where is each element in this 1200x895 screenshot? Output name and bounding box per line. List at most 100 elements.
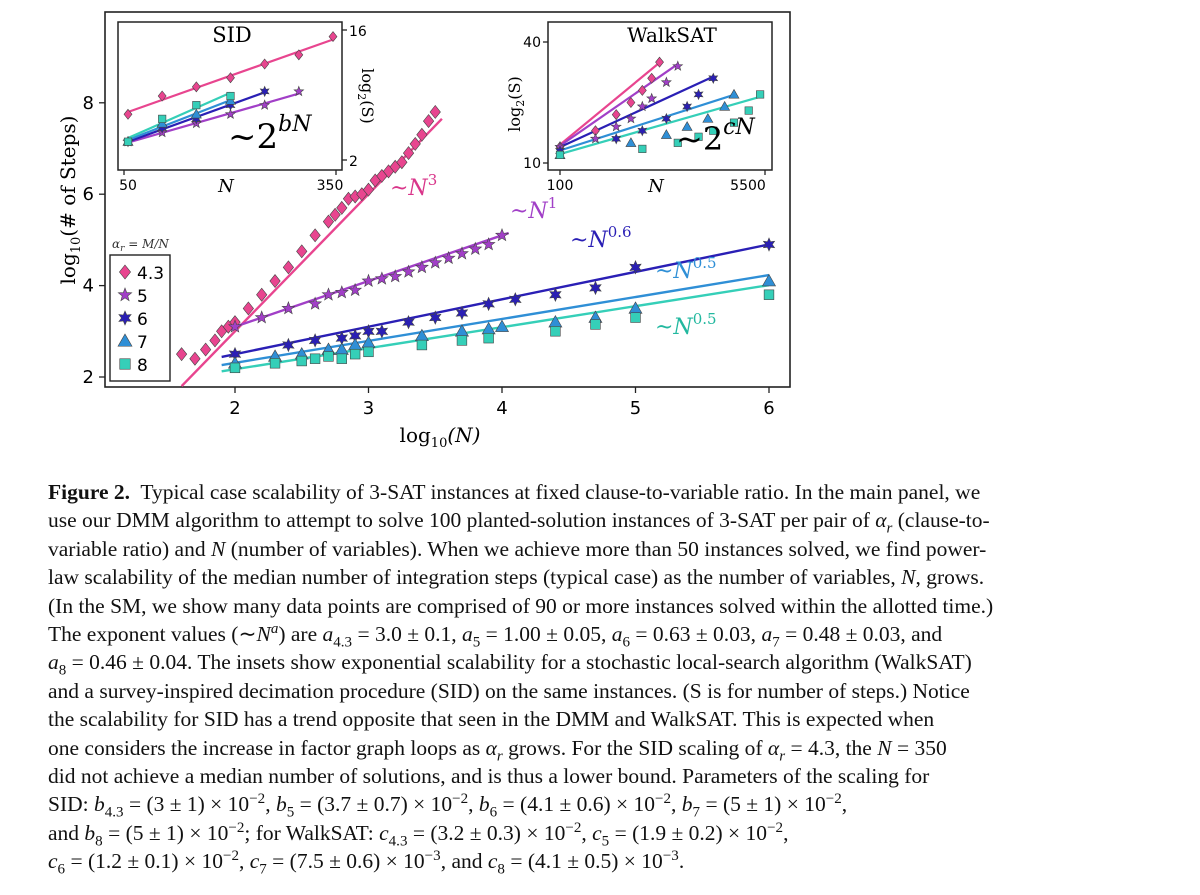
inset-point-7 [702, 113, 714, 123]
point-8 [336, 353, 347, 364]
legend-label: 5 [137, 287, 148, 307]
annotation-3: ~N0.5 [655, 254, 717, 284]
inset-point-7 [660, 129, 672, 139]
inset-point-6 [708, 72, 719, 85]
y-tick-label: 4 [83, 276, 94, 297]
caption-line: SID: b4.3 = (3 ± 1) × 10−2, b5 = (3.7 ± … [48, 791, 848, 821]
main-y-ticks: 2 4 6 8 [83, 93, 105, 388]
inset-walksat-ytick-top: 40 [523, 35, 541, 51]
point-6 [762, 237, 776, 252]
inset-point-7 [719, 100, 731, 111]
point-6 [589, 280, 602, 296]
y-label-arg: (# of Steps) [56, 116, 80, 237]
inset-point-5 [259, 99, 271, 110]
legend-title: αr = M/N [112, 237, 169, 254]
point-6 [482, 296, 495, 312]
inset-point-5 [589, 132, 602, 144]
point-5 [334, 285, 349, 299]
point-8 [483, 332, 494, 344]
point-8 [309, 353, 321, 364]
y-tick-label: 8 [83, 93, 94, 114]
inset-walksat-ytick-bottom: 10 [523, 156, 541, 172]
inset-point-6 [259, 85, 270, 98]
inset-sid-xtick-0: 50 [119, 178, 137, 194]
legend-label: 8 [137, 356, 148, 376]
inset-fit-6 [559, 75, 714, 149]
point-8 [323, 351, 334, 362]
inset-point-5 [660, 76, 672, 88]
annotation-1: ~N1 [510, 194, 557, 224]
caption-line: Figure 2. Typical case scalability of 3-… [48, 480, 981, 504]
inset-point-6 [637, 124, 648, 137]
point-5 [428, 255, 443, 269]
legend-label: 7 [137, 333, 148, 353]
caption-line: law scalability of the median number of … [48, 565, 985, 590]
inset-point-8 [158, 114, 167, 123]
caption-line: one considers the increase in factor gra… [48, 735, 947, 764]
point-4.3 [189, 351, 201, 366]
point-8 [349, 348, 361, 360]
inset-point-4.3 [647, 72, 657, 84]
point-8 [456, 335, 468, 346]
legend-marker-8 [119, 358, 131, 370]
inset-point-5 [293, 85, 305, 97]
inset-point-8 [694, 132, 703, 141]
inset-point-7 [190, 108, 202, 119]
point-5 [227, 319, 243, 333]
point-4.3 [176, 347, 188, 362]
caption-line: a8 = 0.46 ± 0.04. The insets show expone… [48, 650, 972, 679]
legend: αr = M/N 4.3 5 6 7 8 [109, 237, 171, 382]
inset-point-8 [709, 126, 718, 135]
inset-point-4.3 [626, 97, 636, 108]
x-tick-label: 2 [229, 398, 240, 419]
inset-point-5 [636, 100, 648, 112]
point-4.3 [322, 214, 335, 229]
inset-fit-5 [127, 92, 300, 144]
point-4.3 [209, 333, 221, 348]
point-4.3 [336, 200, 348, 215]
scaling-annotations: ~N3 ~N1 ~N0.6 ~N0.5 ~N0.5 [390, 171, 717, 340]
inset-point-4.3 [191, 81, 201, 93]
point-4.3 [396, 155, 408, 170]
inset-fit-7 [127, 99, 231, 141]
inset-fit-7 [559, 93, 735, 152]
point-5 [401, 264, 416, 278]
inset-point-6 [661, 112, 672, 125]
inset-point-5 [610, 120, 622, 132]
inset-point-7 [625, 137, 637, 147]
point-6 [455, 305, 469, 321]
inset-point-4.3 [637, 84, 647, 96]
caption-line: variable ratio) and N (number of variabl… [48, 536, 987, 561]
inset-sid-title: SID [212, 23, 252, 47]
point-5 [468, 241, 483, 255]
point-8 [550, 326, 561, 337]
caption-line: The exponent values (∼Na) are a4.3 = 3.0… [48, 620, 943, 651]
point-6 [428, 310, 442, 325]
point-8 [763, 289, 775, 300]
inset-point-8 [123, 137, 133, 146]
point-7 [761, 273, 777, 287]
point-8 [416, 339, 428, 351]
y-tick-label: 6 [83, 184, 94, 205]
main-x-ticks: 2 3 4 5 6 [229, 387, 775, 419]
main-y-axis-label: log10(# of Steps) [56, 116, 84, 285]
caption-line: use our DMM algorithm to attempt to solv… [48, 508, 990, 537]
legend-label: 4.3 [137, 264, 164, 284]
inset-point-4.3 [123, 108, 133, 120]
point-6 [308, 333, 322, 348]
inset-point-8 [555, 150, 565, 159]
point-5 [348, 282, 363, 297]
caption-line: and a survey-inspired decimation procedu… [48, 678, 970, 703]
inset-walksat-xtick-0: 100 [547, 178, 574, 194]
point-4.3 [296, 244, 308, 259]
legend-label: 6 [137, 310, 148, 330]
legend-marker-5 [117, 287, 133, 302]
point-8 [229, 362, 241, 374]
annotation-4: ~N0.5 [655, 310, 717, 340]
inset-point-6 [611, 133, 622, 145]
inset-fit-8 [127, 91, 231, 140]
inset-point-8 [638, 144, 647, 153]
inset-point-5 [672, 60, 684, 71]
point-5 [388, 269, 403, 283]
point-4.3 [269, 274, 281, 289]
